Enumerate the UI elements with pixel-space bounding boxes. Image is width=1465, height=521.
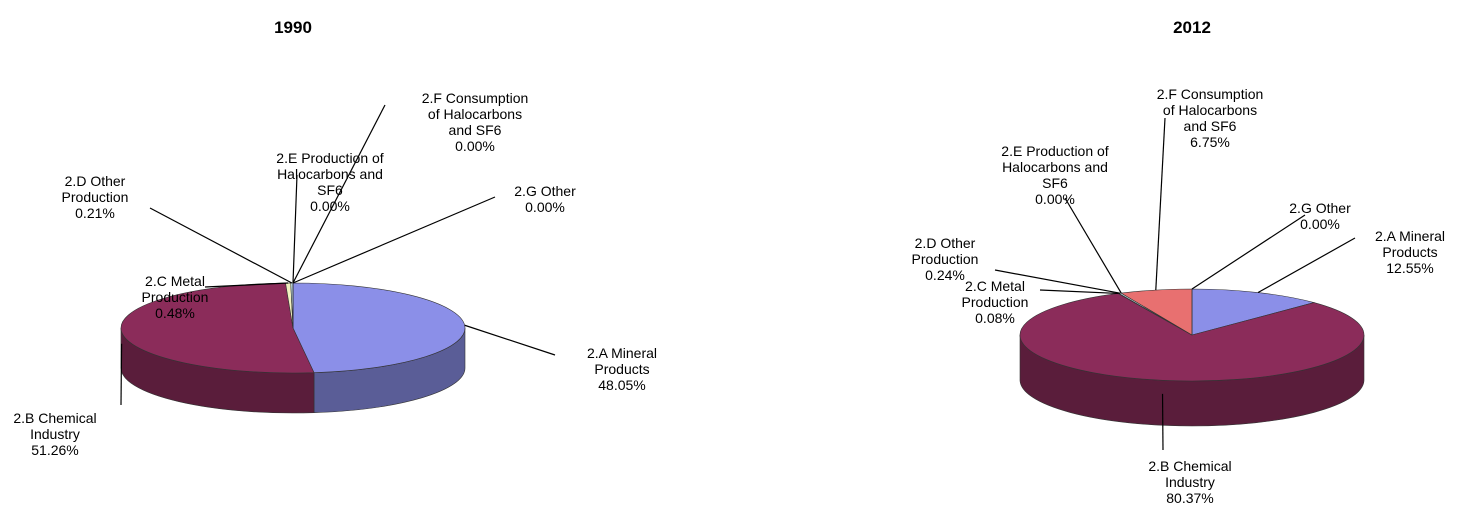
- leader-line: [204, 282, 289, 288]
- leader-line: [149, 207, 293, 284]
- slice-value: 0.24%: [925, 267, 965, 283]
- slice-value: 0.00%: [1300, 216, 1340, 232]
- slice-value: 12.55%: [1386, 260, 1434, 276]
- slice-value: 0.00%: [1035, 191, 1075, 207]
- slice-value: 0.00%: [455, 138, 495, 154]
- slice-value: 0.00%: [310, 198, 350, 214]
- slice-label: 2.C Metal Production 0.48%: [115, 273, 235, 321]
- slice-label: 2.F Consumption of Halocarbons and SF6 0.…: [415, 90, 535, 154]
- slice-category: 2.F Consumption of Halocarbons and SF6: [1156, 86, 1264, 134]
- slice-value: 0.00%: [525, 199, 565, 215]
- slice-label: 2.G Other 0.00%: [1260, 200, 1380, 232]
- slice-value: 80.37%: [1166, 490, 1214, 506]
- leader-line: [994, 269, 1121, 294]
- slice-category: 2.B Chemical Industry: [1148, 458, 1232, 490]
- slice-value: 0.48%: [155, 305, 195, 321]
- leader-line: [464, 324, 556, 356]
- slice-label: 2.A Mineral Products 48.05%: [562, 345, 682, 393]
- slice: [120, 282, 315, 374]
- slice-value: 0.21%: [75, 205, 115, 221]
- leader-line: [1064, 197, 1122, 294]
- leader-line: [1191, 214, 1306, 290]
- slice-value: 51.26%: [31, 442, 79, 458]
- slice-category: 2.A Mineral Products: [1374, 228, 1446, 260]
- leader-line: [292, 104, 386, 284]
- slice-label: 2.B Chemical Industry 80.37%: [1130, 458, 1250, 506]
- slice-category: 2.C Metal Production: [141, 273, 209, 305]
- slice-category: 2.D Other Production: [911, 235, 979, 267]
- leader-line: [1039, 289, 1119, 295]
- slice-label: 2.D Other Production 0.24%: [885, 235, 1005, 283]
- chart-title: 2012: [1173, 18, 1211, 37]
- slice-category: 2.D Other Production: [61, 173, 129, 205]
- slice: [1191, 288, 1316, 336]
- slice-value: 48.05%: [598, 377, 646, 393]
- slice-label: 2.G Other 0.00%: [485, 183, 605, 215]
- slice-label: 2.E Production of Halocarbons and SF6 0.0…: [270, 150, 390, 214]
- slice-category: 2.B Chemical Industry: [13, 410, 97, 442]
- slice-value: 6.75%: [1190, 134, 1230, 150]
- slice-label: 2.E Production of Halocarbons and SF6 0.0…: [995, 143, 1115, 207]
- slice-category: 2.A Mineral Products: [586, 345, 658, 377]
- slice-category: 2.C Metal Production: [961, 278, 1029, 310]
- slice-label: 2.D Other Production 0.21%: [35, 173, 155, 221]
- chart-title: 1990: [274, 18, 312, 37]
- slice-label: 2.F Consumption of Halocarbons and SF6 6.…: [1150, 86, 1270, 150]
- leader-line: [120, 343, 123, 406]
- leader-line: [1257, 237, 1356, 294]
- slice-category: 2.F Consumption of Halocarbons and SF6: [421, 90, 529, 138]
- leader-line: [292, 174, 298, 284]
- slice-category: 2.G Other: [514, 183, 576, 199]
- slice-value: 0.08%: [975, 310, 1015, 326]
- slice-category: 2.E Production of Halocarbons and SF6: [276, 150, 384, 198]
- slice-label: 2.C Metal Production 0.08%: [935, 278, 1055, 326]
- slice-category: 2.E Production of Halocarbons and SF6: [1001, 143, 1109, 191]
- slice: [1019, 293, 1365, 382]
- slice-label: 2.B Chemical Industry 51.26%: [0, 410, 115, 458]
- slice-label: 2.A Mineral Products 12.55%: [1350, 228, 1465, 276]
- leader-line: [292, 196, 496, 284]
- leader-line: [1155, 117, 1166, 291]
- slice-category: 2.G Other: [1289, 200, 1351, 216]
